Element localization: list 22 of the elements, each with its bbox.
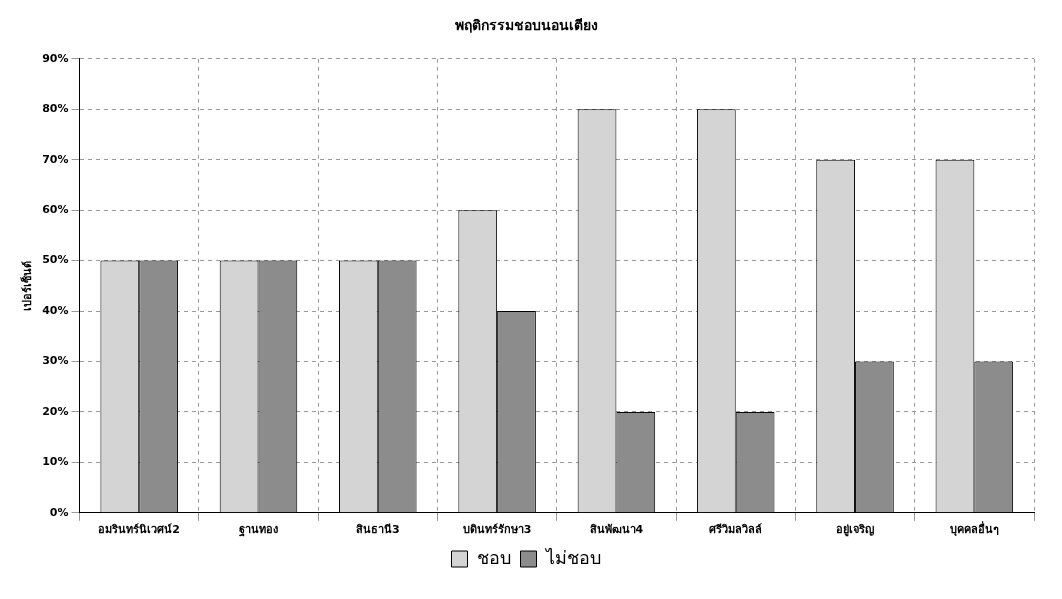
chart-title: พฤติกรรมชอบนอนเตียง	[454, 17, 598, 34]
y-tick-label: 90%	[42, 51, 69, 65]
x-tick-label: บดินทร์รักษา3	[462, 523, 532, 537]
y-tick-label: 40%	[42, 303, 69, 317]
y-tick-label: 0%	[49, 505, 69, 519]
legend-label: ไม่ชอบ	[543, 546, 601, 568]
y-axis-title: เปอร์เซ็นต์	[20, 260, 35, 311]
legend-label: ชอบ	[476, 546, 511, 568]
x-tick-label: ฐานทอง	[238, 523, 278, 538]
y-tick-label: 20%	[42, 404, 69, 418]
x-tick-label: อยู่เจริญ	[836, 523, 875, 538]
x-tick-label: สินธานี3	[355, 523, 400, 537]
x-tick-label: บุคคลอื่นๆ	[949, 521, 999, 538]
x-tick-label: อมรินทร์นิเวศน์2	[98, 523, 181, 537]
x-tick-label: ศรีวิมลวิลล์	[709, 523, 763, 537]
y-tick-label: 60%	[42, 202, 69, 216]
x-tick-label: สินพัฒนา4	[589, 523, 644, 537]
y-tick-label: 30%	[42, 354, 69, 368]
y-tick-label: 50%	[42, 253, 69, 267]
y-tick-label: 10%	[42, 455, 69, 469]
y-tick-label: 80%	[42, 102, 69, 116]
y-tick-label: 70%	[42, 152, 69, 166]
